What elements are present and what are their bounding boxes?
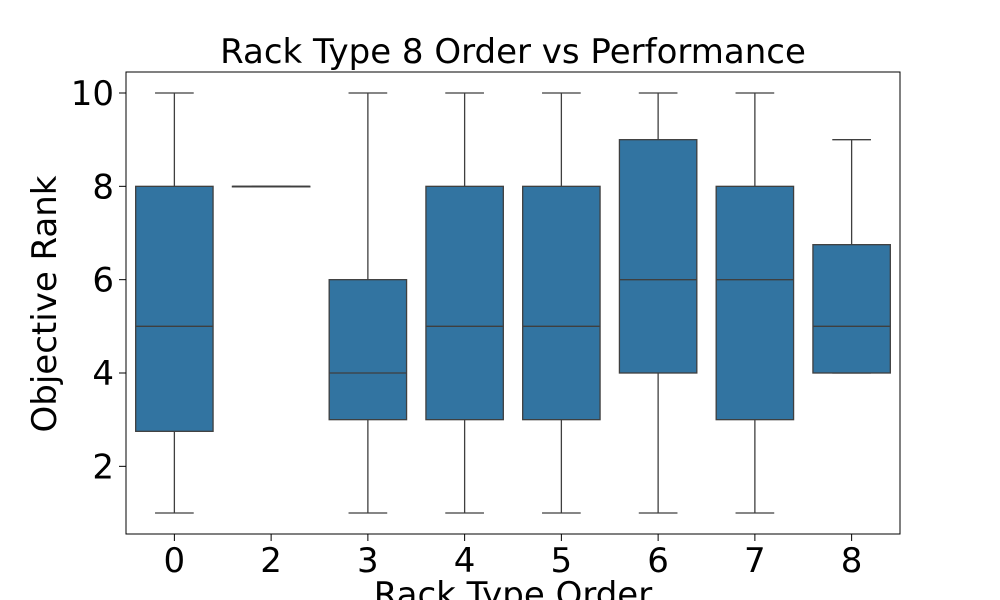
box-group-2 — [231, 185, 311, 188]
box-iqr — [522, 185, 601, 421]
plot-area — [135, 92, 891, 514]
box-iqr — [328, 279, 408, 421]
box-iqr — [135, 185, 214, 432]
box-group-6 — [618, 92, 698, 514]
y-axis: 2 4 6 8 10 — [71, 74, 126, 487]
box-iqr — [618, 139, 698, 374]
box-iqr — [425, 185, 504, 421]
box-iqr — [715, 185, 795, 421]
box-group-5 — [522, 92, 601, 514]
box-iqr — [812, 244, 891, 374]
x-tick-label: 6 — [647, 541, 669, 581]
box-group-8 — [812, 139, 891, 374]
plot-frame — [125, 71, 901, 535]
y-tick-label: 2 — [92, 447, 114, 487]
x-tick-label: 7 — [744, 541, 766, 581]
y-tick-label: 6 — [92, 261, 114, 301]
box-group-4 — [425, 92, 504, 514]
x-tick-label: 5 — [551, 541, 573, 581]
x-axis-label: Rack Type Order — [374, 575, 652, 600]
box-group-0 — [135, 92, 214, 514]
x-tick-label: 0 — [164, 541, 186, 581]
chart-title: Rack Type 8 Order vs Performance — [220, 32, 806, 72]
x-tick-label: 3 — [357, 541, 379, 581]
y-tick-label: 10 — [71, 74, 114, 114]
x-tick-label: 4 — [454, 541, 476, 581]
x-axis: 0 2 3 4 5 6 7 8 — [164, 534, 863, 581]
x-tick-label: 2 — [260, 541, 282, 581]
y-axis-label: Objective Rank — [25, 175, 65, 432]
y-tick-label: 8 — [92, 167, 114, 207]
box-group-7 — [715, 92, 795, 514]
y-tick-label: 4 — [92, 354, 114, 394]
box-group-3 — [328, 92, 408, 514]
x-tick-label: 8 — [841, 541, 863, 581]
